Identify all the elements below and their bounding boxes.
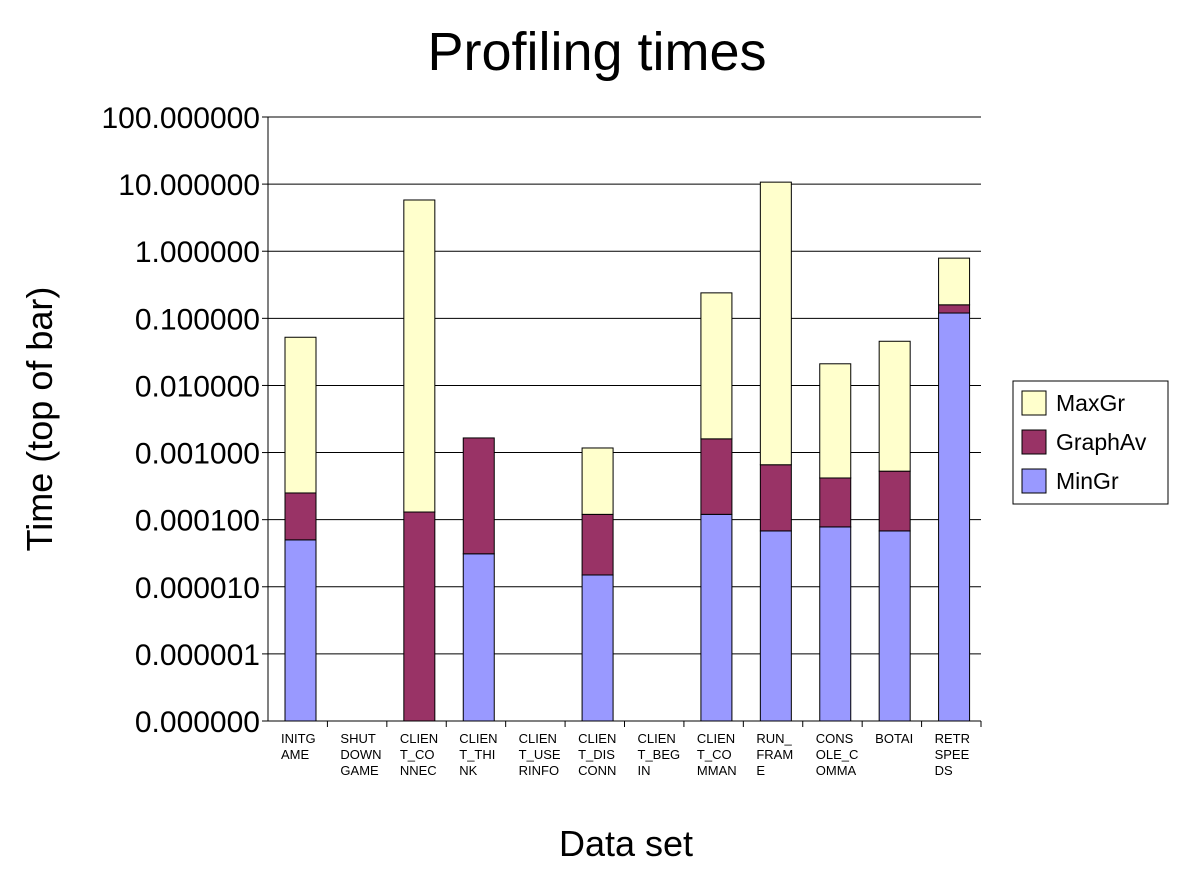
y-tick-label: 0.000001 (135, 639, 260, 672)
x-tick-label-line: CLIEN (519, 731, 557, 746)
x-tick-label-line: T_DIS (578, 747, 615, 762)
x-tick-label-line: AME (281, 747, 310, 762)
x-tick-label-line: SHUT (340, 731, 375, 746)
x-tick-label-line: BOTAI (875, 731, 913, 746)
x-tick-label-line: DOWN (340, 747, 381, 762)
bar-segment (403, 511, 436, 722)
x-tick-label: CLIEN T_DIS CONN (578, 731, 616, 778)
bar-segment (700, 292, 733, 440)
y-tick-label: 0.000100 (135, 505, 260, 538)
bar-segment (700, 513, 733, 722)
x-tick-label: CLIEN T_THI NK (459, 731, 497, 778)
y-tick-label: 10.000000 (118, 169, 260, 202)
chart-title: Profiling times (427, 22, 766, 82)
x-tick-label: CLIEN T_CO MMAN (697, 731, 737, 778)
x-tick-label-line: T_CO (697, 747, 732, 762)
x-tick-label-line: T_BEG (638, 747, 681, 762)
bar-segment (462, 553, 495, 722)
bar-segment (938, 304, 971, 314)
bar-segment (581, 574, 614, 722)
x-tick-label-line: CONS (816, 731, 854, 746)
bar-segment (581, 513, 614, 576)
y-tick-label: 0.100000 (135, 303, 260, 336)
y-tick-label: 0.000010 (135, 572, 260, 605)
bar-segment (284, 492, 317, 541)
x-tick-label-line: RINFO (519, 763, 559, 778)
bar-segment (878, 530, 911, 722)
x-tick-label-line: DS (935, 763, 953, 778)
x-tick-label: SHUT DOWN GAME (340, 731, 381, 778)
x-axis-label: Data set (559, 823, 693, 864)
y-tick-label: 1.000000 (135, 236, 260, 269)
y-tick-label: 0.001000 (135, 438, 260, 471)
bar-segment (938, 312, 971, 722)
x-tick-label: RUN_ FRAM E (756, 731, 793, 778)
bar-segment (759, 530, 792, 722)
legend-swatch (1021, 429, 1047, 455)
x-tick-label-line: SPEE (935, 747, 970, 762)
x-tick-label-line: NNEC (400, 763, 437, 778)
bar-segment (700, 438, 733, 515)
x-tick-label-line: OLE_C (816, 747, 859, 762)
y-tick-label: 100.000000 (102, 102, 261, 135)
x-tick-label-line: CLIEN (697, 731, 735, 746)
bar-segment (819, 526, 852, 722)
x-tick-label-line: CLIEN (638, 731, 676, 746)
x-tick-label-line: RUN_ (756, 731, 792, 746)
x-tick-label-line: RETR (935, 731, 970, 746)
bar-segment (759, 464, 792, 532)
bar-segment (878, 340, 911, 472)
bar-segment (284, 336, 317, 494)
x-tick-label-line: IN (638, 763, 651, 778)
x-tick-label: CLIEN T_USE RINFO (519, 731, 561, 778)
x-tick-label: RETR SPEE DS (935, 731, 970, 778)
bar-segment (819, 363, 852, 479)
x-tick-label: BOTAI (875, 731, 913, 746)
bar-segment (878, 470, 911, 532)
bar-segment (819, 477, 852, 528)
legend-label: MaxGr (1056, 390, 1125, 416)
x-tick-label-line: NK (459, 763, 477, 778)
x-tick-label-line: T_CO (400, 747, 435, 762)
x-tick-label-line: OMMA (816, 763, 857, 778)
x-tick-label-line: T_THI (459, 747, 495, 762)
bar-segment (581, 447, 614, 515)
bar-segment (284, 539, 317, 722)
x-tick-label-line: E (756, 763, 765, 778)
x-tick-label: CONS OLE_C OMMA (816, 731, 859, 778)
x-tick-label-line: INITG (281, 731, 316, 746)
bar-segment (759, 181, 792, 466)
bar-segment (938, 257, 971, 306)
bar-segment (462, 437, 495, 555)
x-tick-label: INITG AME (281, 731, 316, 762)
x-tick-label-line: T_USE (519, 747, 561, 762)
legend-swatch (1021, 468, 1047, 494)
x-tick-label-line: CLIEN (400, 731, 438, 746)
x-tick-label-line: CLIEN (459, 731, 497, 746)
x-tick-label-line: FRAM (756, 747, 793, 762)
x-tick-label: CLIEN T_BEG IN (638, 731, 681, 778)
legend-swatch (1021, 390, 1047, 416)
y-axis-label: Time (top of bar) (19, 287, 60, 552)
y-tick-label: 0.000000 (135, 706, 260, 739)
legend-label: MinGr (1056, 468, 1119, 494)
x-tick-label: CLIEN T_CO NNEC (400, 731, 438, 778)
bar-segment (403, 199, 436, 513)
x-tick-label-line: GAME (340, 763, 379, 778)
x-tick-label-line: CLIEN (578, 731, 616, 746)
legend-label: GraphAv (1056, 429, 1147, 455)
x-tick-label-line: MMAN (697, 763, 737, 778)
y-tick-label: 0.010000 (135, 370, 260, 403)
x-tick-label-line: CONN (578, 763, 616, 778)
